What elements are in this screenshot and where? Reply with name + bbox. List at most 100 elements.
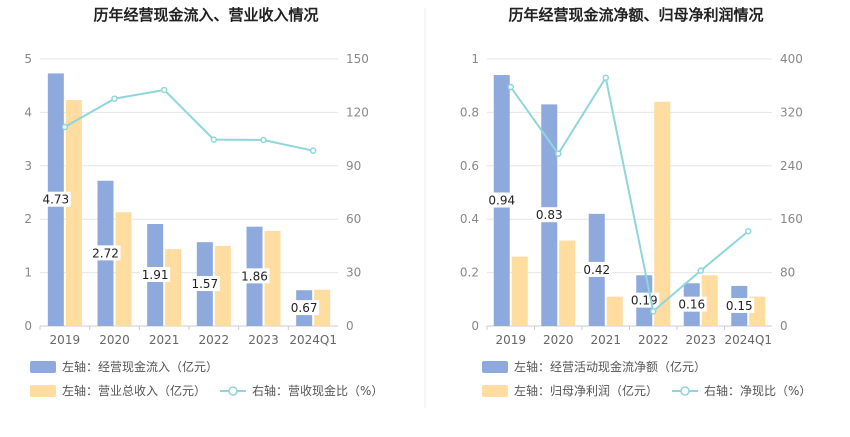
x-axis-tick-label: 2021 xyxy=(149,333,180,347)
x-axis-tick-label: 2023 xyxy=(248,333,279,347)
left-axis-tick: 1 xyxy=(24,266,32,280)
data-label-bg xyxy=(239,268,270,284)
left-axis-tick: 0.4 xyxy=(460,212,479,226)
data-label-bg xyxy=(486,192,517,208)
line-point xyxy=(697,267,704,274)
bar-series-2 xyxy=(165,249,182,326)
data-label: 4.73 xyxy=(42,193,69,207)
line-point xyxy=(111,95,118,102)
right-axis-tick: 320 xyxy=(780,105,803,119)
right-axis-tick: 0 xyxy=(346,319,354,333)
legend-swatch-series-1 xyxy=(482,361,508,373)
data-label-bg xyxy=(140,267,171,283)
line-point xyxy=(160,86,168,94)
data-label: 2.72 xyxy=(92,246,119,260)
line-point xyxy=(745,227,752,235)
data-label-bg xyxy=(581,261,612,277)
legend-label-series-1: 左轴：经营活动现金流净额（亿元） xyxy=(514,359,706,374)
chart-title: 历年经营现金流入、营业收入情况 xyxy=(93,6,318,24)
bar-series-2 xyxy=(559,240,576,326)
right-axis-tick: 240 xyxy=(780,159,803,173)
bar-series-2 xyxy=(606,296,623,326)
data-label: 0.16 xyxy=(678,298,705,312)
data-label: 1.86 xyxy=(241,269,268,283)
right-axis-tick: 30 xyxy=(346,266,361,280)
bar-series-2 xyxy=(65,100,82,326)
bar-series-2 xyxy=(214,245,231,326)
left-axis-tick: 5 xyxy=(24,52,32,66)
data-label-bg xyxy=(189,276,220,292)
left-axis-tick: 2 xyxy=(24,212,32,226)
x-axis-tick-label: 2024Q1 xyxy=(724,333,772,347)
data-label: 0.19 xyxy=(631,294,658,308)
legend-label-series-3: 右轴：营收现金比（%） xyxy=(252,383,383,398)
data-label-bg xyxy=(289,300,320,316)
right-axis-tick: 90 xyxy=(346,159,361,173)
line-point xyxy=(507,83,514,91)
line-point xyxy=(555,150,562,158)
x-axis-tick-label: 2022 xyxy=(638,333,669,347)
x-axis-tick-label: 2023 xyxy=(685,333,716,347)
left-axis-tick: 0.8 xyxy=(460,105,479,119)
legend-swatch-series-2 xyxy=(30,385,56,397)
data-label-bg xyxy=(40,191,71,207)
data-label: 1.57 xyxy=(191,277,218,291)
legend-swatch-series-3-dot xyxy=(228,386,238,396)
chart-panel-1: 历年经营现金流入、营业收入情况 0 0 1 30 2 60 3 90 4 120 5 150 2019 4.… xyxy=(24,6,383,398)
right-axis-tick: 60 xyxy=(346,212,361,226)
line-series-3 xyxy=(509,75,749,314)
x-axis-tick-label: 2019 xyxy=(495,333,526,347)
x-axis-tick-label: 2020 xyxy=(99,333,130,347)
bar-series-2 xyxy=(115,212,132,326)
bar-series-2 xyxy=(264,230,281,326)
line-series-3 xyxy=(64,88,314,152)
data-label-bg xyxy=(90,245,121,261)
line-point xyxy=(260,136,267,144)
legend-swatch-series-1 xyxy=(30,361,56,373)
data-label-bg xyxy=(534,207,565,223)
x-axis-tick-label: 2022 xyxy=(199,333,230,347)
right-axis-tick: 150 xyxy=(346,52,369,66)
chart-title: 历年经营现金流净额、归母净利润情况 xyxy=(508,6,763,24)
legend-label-series-3: 右轴：净现比（%） xyxy=(704,383,811,398)
left-axis-tick: 0.2 xyxy=(460,266,479,280)
bar-series-2 xyxy=(701,275,718,326)
right-axis-tick: 80 xyxy=(780,266,795,280)
line-point xyxy=(309,147,317,154)
right-axis-tick: 400 xyxy=(780,52,803,66)
right-axis-tick: 120 xyxy=(346,105,369,119)
x-axis-tick-label: 2024Q1 xyxy=(289,333,337,347)
data-label: 0.67 xyxy=(291,301,318,315)
left-axis-tick: 1 xyxy=(471,52,479,66)
x-axis-tick-label: 2021 xyxy=(590,333,621,347)
data-label: 0.42 xyxy=(583,263,610,277)
right-axis-tick: 160 xyxy=(780,212,803,226)
data-label: 0.15 xyxy=(726,299,753,313)
line-point xyxy=(210,136,218,143)
right-axis-tick: 0 xyxy=(780,319,788,333)
legend-swatch-series-2 xyxy=(482,385,508,397)
legend-swatch-series-3-dot xyxy=(680,386,690,396)
legend-label-series-2: 左轴：归母净利润（亿元） xyxy=(514,383,658,398)
data-label: 0.83 xyxy=(536,208,563,222)
left-axis-tick: 0 xyxy=(471,319,479,333)
bar-series-2 xyxy=(654,101,671,326)
bar-series-2 xyxy=(511,256,528,326)
data-label: 1.91 xyxy=(142,268,169,282)
left-axis-tick: 4 xyxy=(24,105,32,119)
x-axis-tick-label: 2020 xyxy=(543,333,574,347)
bar-series-2 xyxy=(314,289,331,326)
line-point xyxy=(61,123,69,131)
legend-label-series-2: 左轴：营业总收入（亿元） xyxy=(62,383,206,398)
line-point xyxy=(650,308,657,315)
data-label: 0.94 xyxy=(488,194,515,208)
left-axis-tick: 0 xyxy=(24,319,32,333)
x-axis-tick-label: 2019 xyxy=(50,333,81,347)
line-point xyxy=(602,74,609,81)
data-label-bg xyxy=(676,296,707,312)
data-label-bg xyxy=(724,297,755,313)
left-axis-tick: 0.6 xyxy=(460,159,479,173)
